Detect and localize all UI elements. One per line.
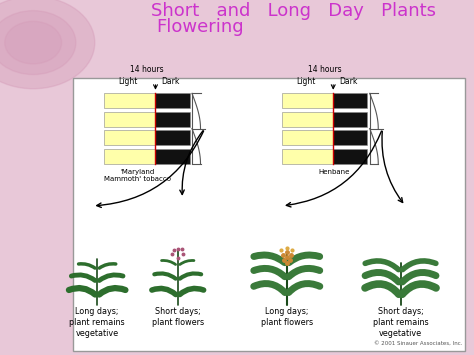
Bar (155, 149, 190, 164)
Bar (333, 93, 367, 108)
Text: Dark: Dark (162, 77, 180, 86)
Text: Henbane: Henbane (319, 169, 350, 175)
Text: 'Maryland
Mammoth' tobacco: 'Maryland Mammoth' tobacco (104, 169, 171, 182)
Bar (155, 112, 190, 127)
Text: © 2001 Sinauer Associates, Inc.: © 2001 Sinauer Associates, Inc. (374, 341, 462, 346)
Bar (155, 93, 190, 108)
Text: Light: Light (118, 77, 138, 86)
Text: Short days;
plant remains
vegetative: Short days; plant remains vegetative (373, 307, 428, 338)
Bar (282, 112, 333, 127)
Bar (104, 130, 155, 145)
Text: Light: Light (296, 77, 316, 86)
Bar (104, 93, 155, 108)
Text: Short days;
plant flowers: Short days; plant flowers (152, 307, 204, 327)
Text: Short   and   Long   Day   Plants: Short and Long Day Plants (151, 2, 437, 20)
Text: 14 hours: 14 hours (308, 65, 341, 74)
Bar (333, 130, 367, 145)
Bar (333, 149, 367, 164)
Text: 14 hours: 14 hours (130, 65, 164, 74)
Bar (104, 112, 155, 127)
Bar (73, 78, 465, 351)
Bar (282, 130, 333, 145)
Bar (104, 149, 155, 164)
Circle shape (0, 11, 76, 75)
Bar (282, 93, 333, 108)
Bar (282, 149, 333, 164)
Text: Flowering: Flowering (156, 18, 244, 37)
Text: Long days;
plant flowers: Long days; plant flowers (261, 307, 313, 327)
Bar (155, 130, 190, 145)
Circle shape (0, 0, 95, 89)
Bar (333, 112, 367, 127)
Text: Dark: Dark (339, 77, 358, 86)
Circle shape (5, 21, 62, 64)
Text: Long days;
plant remains
vegetative: Long days; plant remains vegetative (69, 307, 125, 338)
